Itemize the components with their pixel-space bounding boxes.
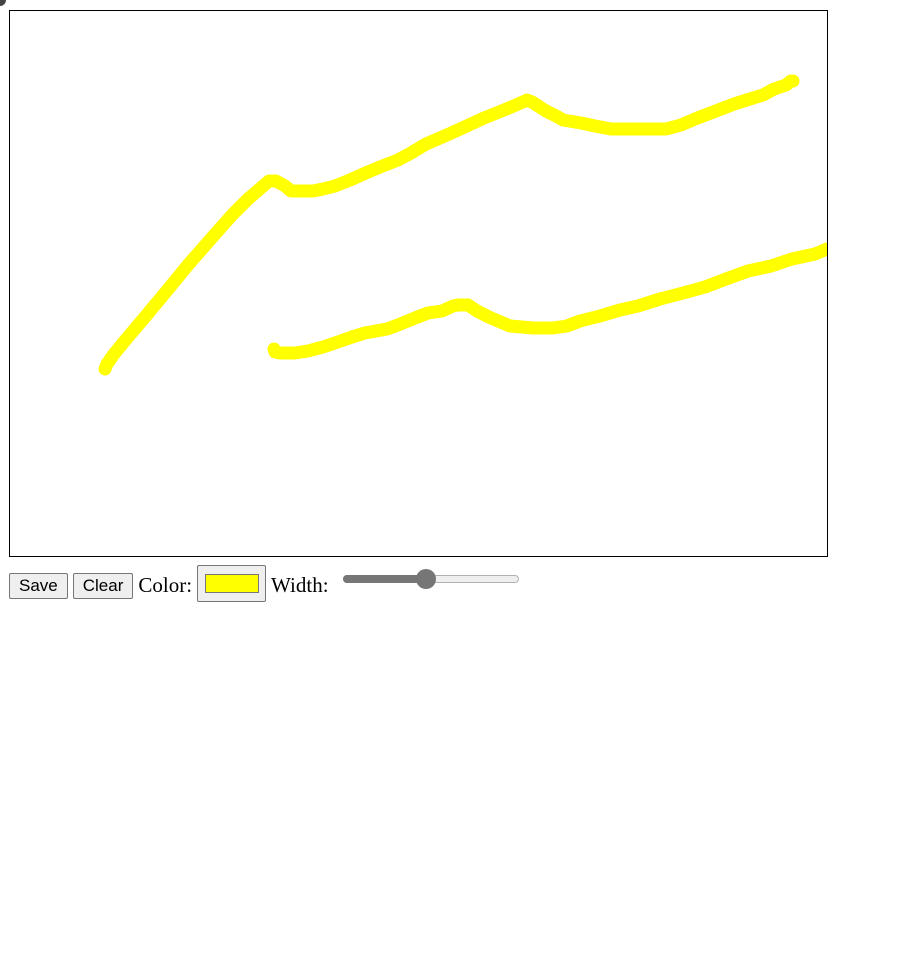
drawing-canvas[interactable] — [9, 10, 828, 557]
width-label: Width: — [271, 572, 329, 597]
color-picker[interactable] — [197, 564, 267, 602]
width-slider-thumb[interactable] — [415, 569, 436, 589]
save-button[interactable]: Save — [9, 573, 68, 599]
toolbar: Save Clear Color: Width: — [9, 563, 519, 602]
width-slider-fill — [342, 575, 426, 583]
color-label: Color: — [138, 572, 193, 597]
width-slider[interactable] — [342, 569, 519, 589]
color-swatch — [204, 573, 259, 593]
clear-button[interactable]: Clear — [72, 573, 134, 599]
drawn-stroke-2 — [267, 242, 827, 360]
window-corner-mark — [0, 0, 6, 6]
drawn-stroke-1 — [98, 74, 800, 376]
